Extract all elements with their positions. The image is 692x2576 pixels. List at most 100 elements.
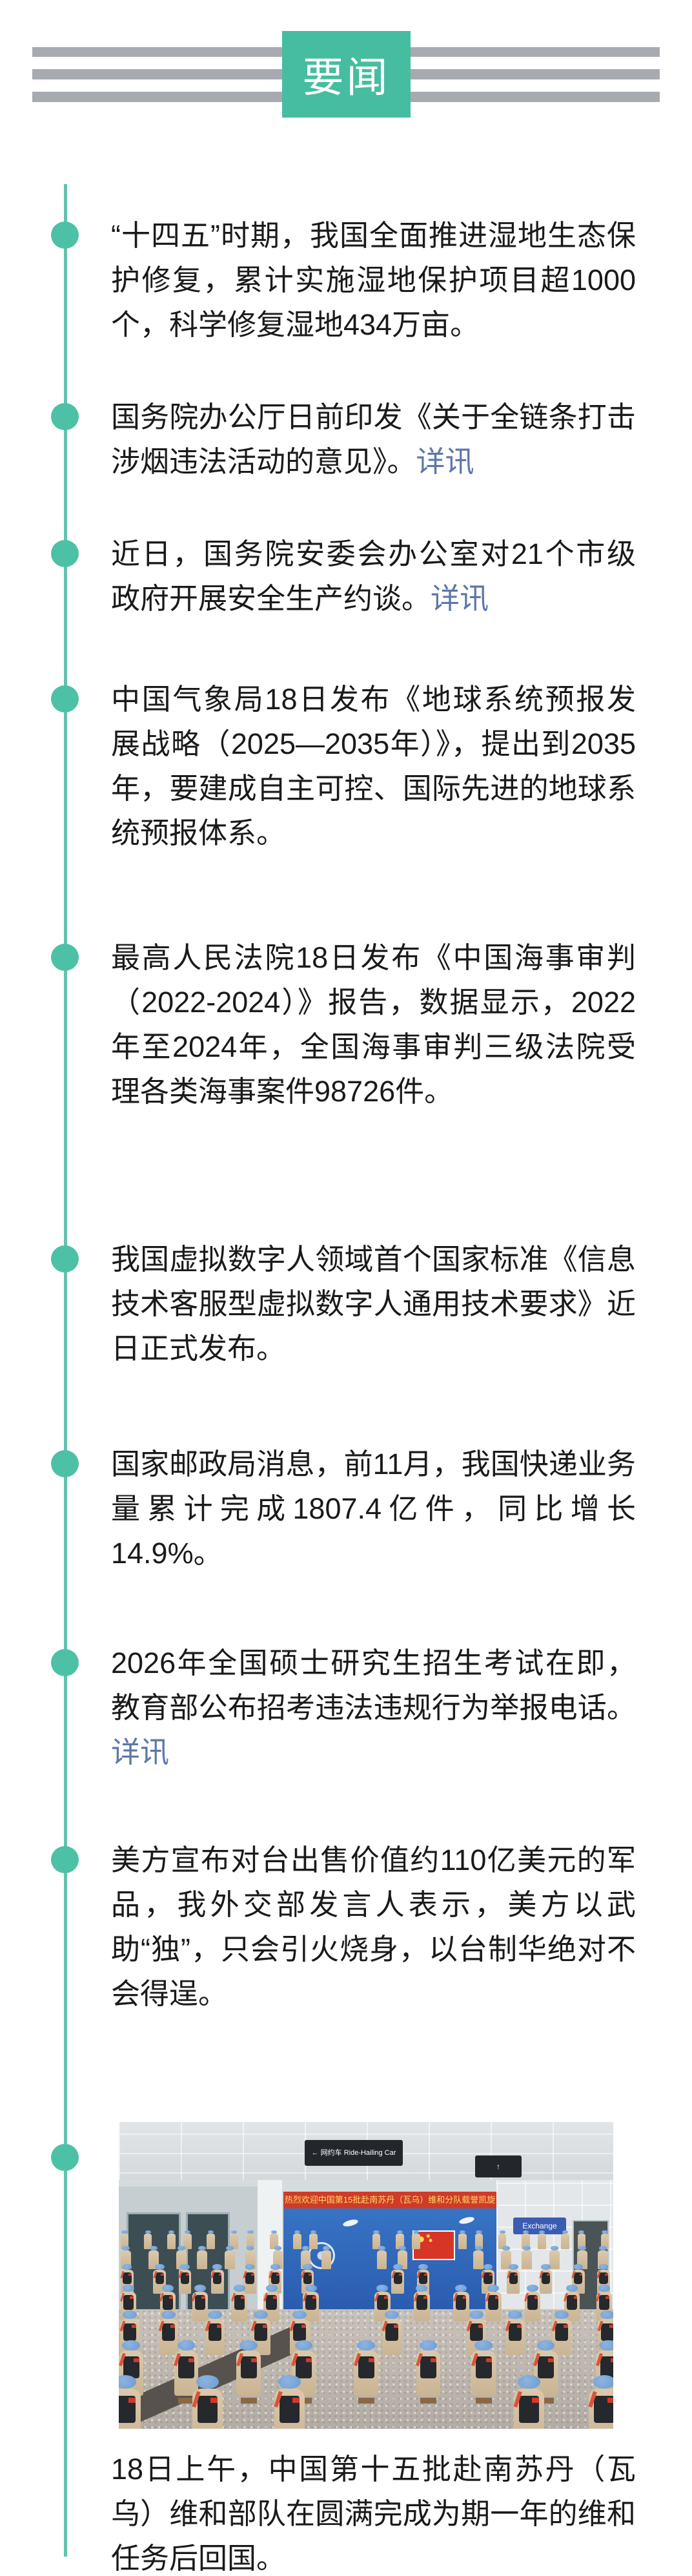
exchange-sign: Exchange	[513, 2218, 566, 2234]
soldier-figure	[395, 2230, 404, 2249]
soldier-figure	[485, 2285, 502, 2322]
timeline-line	[64, 184, 67, 2557]
news-photo[interactable]: 热烈欢迎中国第15批赴南苏丹（瓦乌）维和分队载誉凯旋 Exchange ← 网约…	[119, 2122, 613, 2429]
soldier-figure	[167, 2230, 176, 2249]
soldier-figure	[522, 2230, 530, 2249]
soldier-figure	[474, 2230, 483, 2249]
soldier-figure	[158, 2311, 179, 2355]
timeline-dot	[51, 540, 79, 567]
soldier-figure	[588, 2375, 613, 2429]
soldier-figure	[524, 2285, 541, 2322]
timeline-dot	[51, 1450, 79, 1477]
soldier-figure	[120, 2230, 129, 2249]
soldier-figure	[192, 2285, 209, 2322]
news-item: 2026年全国硕士研究生招生考试在即，教育部公布招考违法违规行为举报电话。详讯	[111, 1641, 636, 1774]
soldier-figure	[205, 2311, 225, 2355]
photo-banner-text: 热烈欢迎中国第15批赴南苏丹（瓦乌）维和分队载誉凯旋	[283, 2192, 496, 2208]
soldier-figure	[197, 2246, 207, 2269]
soldier-figure	[533, 2340, 558, 2404]
soldier-figure	[207, 2230, 215, 2249]
soldier-figure	[561, 2230, 569, 2249]
soldier-figure	[549, 2246, 560, 2269]
soldier-figure	[224, 2246, 235, 2269]
soldier-figure	[416, 2340, 441, 2404]
section-badge: 要闻	[282, 31, 411, 118]
soldier-figure	[600, 2230, 609, 2249]
timeline-dot	[51, 1846, 79, 1873]
soldier-figure	[250, 2311, 270, 2355]
soldier-figure	[246, 2230, 255, 2249]
news-text: 美方宣布对台出售价值约110亿美元的军品，我外交部发言人表示，美方以武助“独”，…	[111, 1844, 636, 2010]
soldier-figure	[230, 2230, 239, 2249]
news-text: 我国虚拟数字人领域首个国家标准《信息技术客服型虚拟数字人通用技术要求》近日正式发…	[111, 1243, 636, 1365]
soldier-figure	[471, 2340, 496, 2404]
soldier-figure	[513, 2375, 545, 2429]
soldier-figure	[309, 2230, 318, 2249]
soldier-figure	[372, 2230, 381, 2249]
soldier-figure	[183, 2230, 192, 2249]
news-text: 国务院办公厅日前印发《关于全链条打击涉烟违法活动的意见》。详讯	[111, 400, 636, 478]
soldier-figure	[178, 2264, 192, 2294]
soldier-figure	[143, 2230, 152, 2249]
news-text: “十四五”时期，我国全面推进湿地生态保护修复，累计实施湿地保护项目超1000个，…	[111, 219, 636, 341]
timeline-dot	[51, 944, 79, 971]
soldier-figure	[473, 2246, 484, 2269]
news-text: 中国气象局18日发布《地球系统预报发展战略（2025—2035年）》，提出到20…	[111, 683, 636, 849]
news-item: 国家邮政局消息，前11月，我国快递业务量累计完成1807.4亿件，同比增长14.…	[111, 1442, 636, 1575]
news-text: 国家邮政局消息，前11月，我国快递业务量累计完成1807.4亿件，同比增长14.…	[111, 1448, 636, 1570]
timeline-dot	[51, 1245, 79, 1272]
soldier-figure	[231, 2285, 248, 2322]
soldier-figure	[539, 2264, 553, 2294]
news-item: “十四五”时期，我国全面推进湿地生态保护修复，累计实施湿地保护项目超1000个，…	[111, 213, 636, 347]
soldier-figure	[293, 2230, 301, 2249]
photo-caption: 18日上午，中国第十五批赴南苏丹（瓦乌）维和部队在圆满完成为期一年的维和任务后回…	[111, 2453, 636, 2575]
soldier-figure	[458, 2230, 467, 2249]
news-item: 国务院办公厅日前印发《关于全链条打击涉烟违法活动的意见》。详讯	[111, 395, 636, 484]
soldier-figure	[538, 2230, 546, 2249]
detail-link[interactable]: 详讯	[111, 1736, 170, 1769]
soldier-figure	[119, 2375, 141, 2429]
detail-link[interactable]: 详讯	[431, 582, 489, 615]
soldier-figure	[174, 2340, 199, 2404]
soldier-figure	[192, 2375, 223, 2429]
peacekeepers-crowd	[119, 2122, 613, 2429]
china-flag-icon	[412, 2230, 455, 2260]
soldier-figure	[505, 2311, 525, 2355]
soldier-figure	[551, 2311, 571, 2355]
soldier-figure	[522, 2246, 532, 2269]
soldier-figure	[501, 2246, 511, 2269]
ceiling-sign: ← 网约车 Ride-Hailing Car	[305, 2140, 403, 2166]
soldier-figure	[243, 2264, 256, 2294]
news-item: 最高人民法院18日发布《中国海事审判（2022-2024）》报告，数据显示，20…	[111, 935, 636, 1114]
news-text: 最高人民法院18日发布《中国海事审判（2022-2024）》报告，数据显示，20…	[111, 941, 636, 1108]
news-text: 2026年全国硕士研究生招生考试在即，教育部公布招考违法违规行为举报电话。详讯	[111, 1646, 636, 1769]
timeline-dot	[51, 1649, 79, 1676]
soldier-figure	[391, 2264, 405, 2294]
soldier-figure	[498, 2230, 507, 2249]
timeline-dot	[51, 685, 79, 712]
timeline-dot	[51, 222, 79, 249]
soldier-figure	[412, 2230, 420, 2249]
soldier-figure	[507, 2264, 520, 2294]
soldier-figure	[353, 2340, 378, 2404]
news-item: 近日，国务院安委会办公室对21个市级政府开展安全生产约谈。详讯	[111, 532, 636, 621]
soldier-figure	[453, 2285, 469, 2322]
news-item: 我国虚拟数字人领域首个国家标准《信息技术客服型虚拟数字人通用技术要求》近日正式发…	[111, 1237, 636, 1371]
ceiling-sign-secondary: ↑	[475, 2155, 522, 2177]
detail-link[interactable]: 详讯	[416, 445, 474, 478]
soldier-figure	[210, 2264, 224, 2294]
soldier-figure	[321, 2246, 332, 2269]
timeline-dot	[51, 403, 79, 430]
soldier-figure	[413, 2285, 430, 2322]
news-text: 近日，国务院安委会办公室对21个市级政府开展安全生产约谈。详讯	[111, 537, 636, 615]
soldier-figure	[382, 2311, 402, 2355]
news-item: 中国气象局18日发布《地球系统预报发展战略（2025—2035年）》，提出到20…	[111, 677, 636, 855]
timeline-dot	[51, 2144, 79, 2171]
soldier-figure	[236, 2340, 261, 2404]
soldier-figure	[274, 2375, 305, 2429]
soldier-figure	[291, 2340, 316, 2404]
news-item: 美方宣布对台出售价值约110亿美元的军品，我外交部发言人表示，美方以武助“独”，…	[111, 1838, 636, 2016]
soldier-figure	[577, 2230, 586, 2249]
soldier-figure	[269, 2230, 278, 2249]
